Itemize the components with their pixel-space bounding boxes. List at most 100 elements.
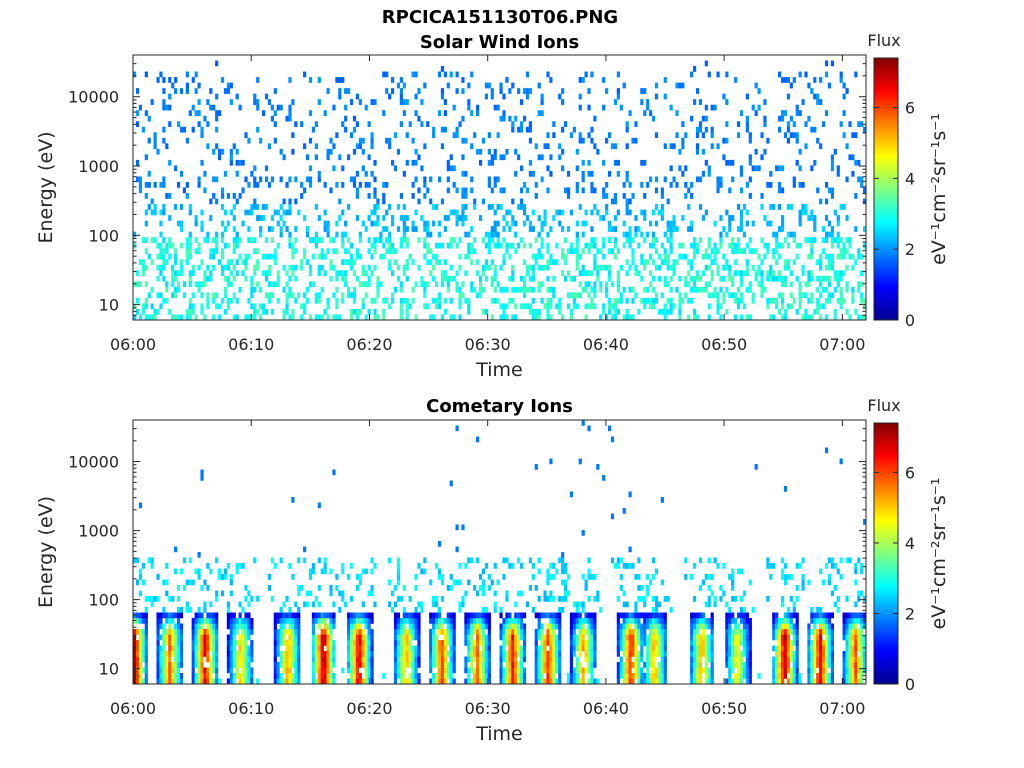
flux-cell (341, 209, 345, 216)
flux-cell (520, 303, 524, 310)
flux-cell (798, 303, 802, 310)
flux-cell (464, 667, 468, 674)
flux-cell (552, 640, 556, 646)
flux-cell (138, 678, 143, 685)
flux-cell (534, 667, 538, 674)
flux-cell (200, 132, 204, 139)
flux-cell (150, 259, 154, 266)
flux-cell (795, 132, 799, 139)
flux-cell (159, 220, 163, 227)
flux-cell (572, 303, 576, 310)
flux-cell (736, 297, 741, 304)
flux-cell (329, 148, 333, 155)
flux-cell (610, 198, 615, 205)
flux-cell (396, 667, 401, 674)
flux-cell (323, 253, 327, 260)
flux-cell (736, 237, 741, 243)
flux-cell (810, 297, 814, 304)
flux-cell (487, 242, 491, 249)
flux-cell (162, 667, 166, 674)
flux-cell (707, 618, 711, 624)
flux-cell (822, 226, 826, 232)
flux-cell (285, 618, 289, 624)
flux-cell (549, 645, 553, 652)
flux-cell (493, 104, 497, 111)
flux-cell (546, 568, 550, 575)
flux-cell (200, 259, 204, 266)
flux-cell (517, 634, 521, 641)
flux-cell (215, 678, 219, 685)
flux-cell (197, 645, 201, 652)
flux-cell (816, 187, 820, 194)
flux-cell (534, 193, 538, 199)
flux-cell (517, 667, 521, 674)
flux-cell (675, 226, 679, 232)
flux-cell (514, 612, 518, 619)
flux-cell (364, 292, 368, 299)
flux-cell (244, 314, 248, 321)
flux-cell (860, 176, 864, 183)
flux-cell (326, 226, 330, 232)
flux-cell (736, 286, 741, 293)
flux-cell (135, 618, 140, 624)
flux-cell (484, 678, 489, 685)
flux-cell (669, 237, 673, 243)
flux-cell (361, 618, 365, 624)
flux-cell (719, 181, 723, 188)
flux-cell (135, 110, 140, 116)
flux-cell (769, 264, 773, 271)
flux-cell (203, 673, 207, 679)
flux-cell (543, 645, 547, 652)
flux-cell (358, 231, 362, 238)
flux-cell (352, 656, 357, 663)
flux-cell (742, 270, 747, 277)
flux-cell (174, 629, 178, 635)
flux-cell (575, 607, 579, 613)
flux-cell (144, 596, 148, 602)
x-tick-label: 06:10 (228, 335, 274, 354)
flux-cell (259, 314, 263, 321)
flux-cell (156, 651, 160, 657)
flux-cell (546, 308, 550, 315)
flux-cell (505, 596, 509, 602)
flux-cell (520, 237, 524, 243)
flux-cell (355, 193, 360, 199)
flux-cell (388, 303, 392, 310)
flux-cell (484, 82, 489, 89)
flux-cell (540, 612, 544, 619)
flux-cell (660, 497, 664, 503)
flux-cell (690, 226, 694, 232)
flux-cell (792, 629, 796, 635)
flux-cell (561, 557, 565, 564)
flux-cell (490, 159, 494, 166)
flux-cell (810, 165, 814, 172)
flux-cell (593, 143, 597, 150)
flux-cell (250, 314, 254, 321)
flux-cell (643, 297, 647, 304)
flux-cell (206, 99, 210, 105)
flux-cell (822, 623, 826, 630)
flux-cell (470, 651, 474, 657)
flux-cell (839, 275, 843, 282)
flux-cell (769, 275, 773, 282)
flux-cell (414, 662, 418, 668)
flux-cell (827, 275, 832, 282)
flux-cell (798, 165, 802, 172)
flux-cell (780, 165, 785, 172)
flux-cell (775, 259, 779, 266)
flux-cell (446, 82, 450, 89)
flux-cell (587, 667, 591, 674)
flux-cell (174, 270, 178, 277)
flux-cell (819, 253, 823, 260)
flux-cell (449, 667, 453, 674)
flux-cell (517, 557, 521, 564)
flux-cell (810, 640, 814, 646)
flux-cell (259, 176, 263, 183)
flux-cell (470, 640, 474, 646)
flux-cell (405, 303, 409, 310)
flux-cell (484, 242, 489, 249)
flux-cell (537, 634, 541, 641)
flux-cell (690, 286, 694, 293)
flux-cell (206, 275, 210, 282)
flux-cell (288, 264, 292, 271)
